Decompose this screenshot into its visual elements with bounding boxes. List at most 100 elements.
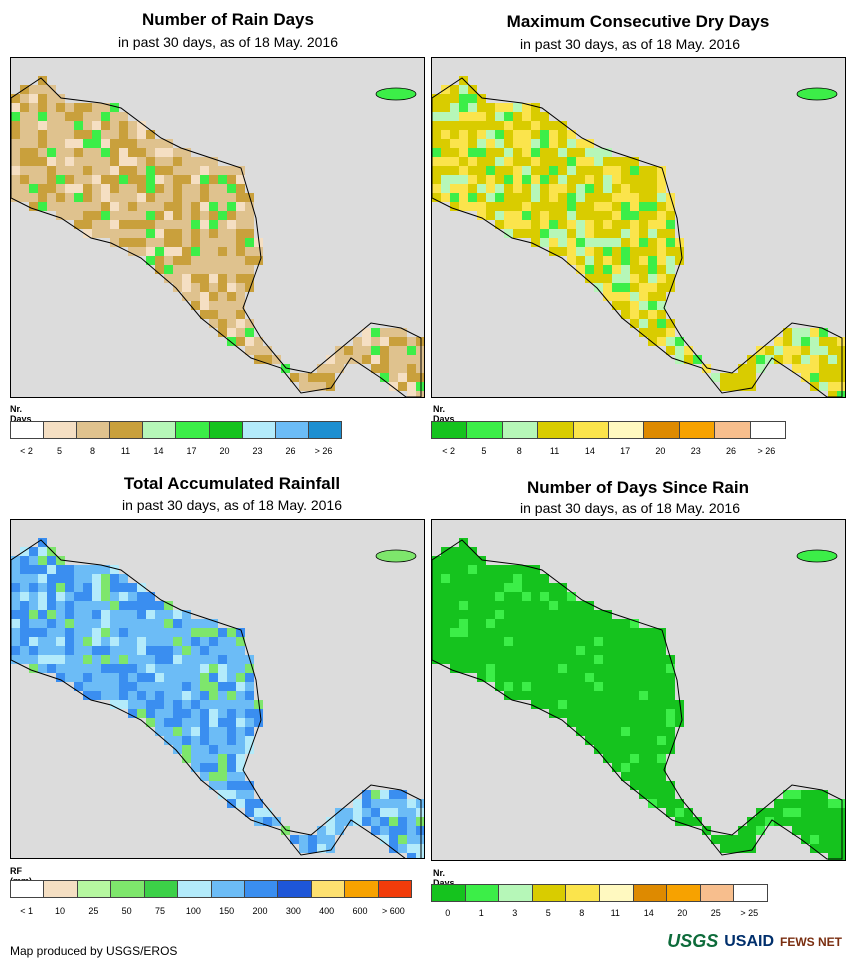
- legend-tick-label: 25: [710, 908, 721, 918]
- map-total-rainfall: [10, 519, 425, 859]
- island: [375, 87, 417, 101]
- legend-tick-label: 1: [478, 908, 484, 918]
- legend-swatch: [311, 881, 346, 897]
- island: [796, 87, 838, 101]
- legend-swatch: [566, 885, 600, 901]
- legend-swatch: [465, 885, 500, 901]
- legend-tick-label: 23: [252, 446, 263, 456]
- coastline: [11, 77, 422, 397]
- legend-swatch: [11, 422, 45, 438]
- legend-title: Nr. Days: [433, 868, 455, 888]
- legend-swatch: [679, 422, 716, 438]
- legend-swatch: [734, 885, 767, 901]
- legend-tick-label: < 2: [20, 446, 33, 456]
- legend-tick-label: 17: [186, 446, 197, 456]
- legend-swatch: [44, 881, 78, 897]
- island: [375, 549, 417, 563]
- map-grid-cells: [432, 538, 845, 860]
- legend-tick-label: > 26: [314, 446, 333, 456]
- legend-ticks: < 2 5 8 11 14 17 20 23 26 > 26: [10, 446, 340, 458]
- legend-swatch: [432, 885, 466, 901]
- map-dry-days: [431, 57, 846, 398]
- legend-tick-label: < 1: [20, 906, 34, 916]
- legend-tick-label: 8: [579, 908, 585, 918]
- legend-tick-label: 11: [120, 446, 131, 456]
- panel-title: Number of Days Since Rain: [526, 478, 749, 497]
- legend-tick-label: > 25: [740, 908, 759, 918]
- coastline: [11, 539, 422, 858]
- legend-tick-label: 0: [445, 908, 451, 918]
- usgs-logo: USGS: [667, 931, 719, 951]
- fews-net-logo: FEWS NET: [780, 934, 842, 949]
- legend-tick-label: 200: [252, 906, 268, 916]
- legend-tick-label: 300: [285, 906, 301, 916]
- legend-swatch: [502, 422, 539, 438]
- map-grid-cells: [11, 76, 424, 397]
- legend-swatch: [715, 422, 751, 438]
- panel-subtitle: in past 30 days, as of 18 May. 2016: [520, 36, 740, 52]
- legend-tick-label: 5: [56, 446, 63, 456]
- coastline: [432, 539, 843, 860]
- legend-swatch: [644, 422, 680, 438]
- legend-ticks: < 1 10 25 50 75 100 150 200 300 400 600 > 600: [10, 906, 410, 918]
- legend-tick-label: 20: [655, 446, 666, 456]
- panel-subtitle: in past 30 days, as of 18 May. 2016: [520, 500, 740, 516]
- legend-swatch: [77, 422, 111, 438]
- usaid-logo: USAID: [724, 932, 774, 950]
- legend-bar: [10, 880, 412, 898]
- legend-tick-label: 14: [153, 446, 164, 456]
- legend-swatch: [144, 881, 179, 897]
- legend-swatch: [378, 881, 412, 897]
- legend-ticks: < 2 5 8 11 14 17 20 23 26 > 26: [431, 446, 784, 458]
- legend-swatch: [111, 881, 145, 897]
- panel-subtitle: in past 30 days, as of 18 May. 2016: [122, 497, 342, 513]
- legend-tick-label: 11: [610, 908, 620, 918]
- legend-bar: [10, 421, 342, 439]
- legend-title: Nr. Days: [10, 404, 32, 424]
- legend-swatch: [750, 422, 786, 438]
- legend-swatch: [211, 881, 245, 897]
- legend-tick-label: 5: [545, 908, 551, 918]
- legend-tick-label: > 26: [757, 446, 776, 456]
- legend-swatch: [77, 881, 112, 897]
- legend-swatch: [178, 881, 212, 897]
- legend-tick-label: 20: [677, 908, 688, 918]
- legend-swatch: [345, 881, 379, 897]
- legend-tick-label: 8: [516, 446, 522, 456]
- legend-tick-label: 25: [88, 906, 99, 916]
- map-rain-days: [10, 57, 425, 398]
- legend-tick-label: 11: [549, 446, 560, 456]
- legend-swatch: [308, 422, 341, 438]
- legend-bar: [431, 421, 786, 439]
- legend-swatch: [110, 422, 144, 438]
- legend-tick-label: 50: [121, 906, 132, 916]
- footer-credit: Map produced by USGS/EROS: [10, 944, 178, 958]
- legend-swatch: [499, 885, 533, 901]
- legend-swatch: [538, 422, 574, 438]
- legend-swatch: [599, 885, 634, 901]
- legend-tick-label: 14: [584, 446, 595, 456]
- map-grid-cells: [11, 538, 424, 858]
- legend-swatch: [11, 881, 45, 897]
- legend-swatch: [667, 885, 701, 901]
- agency-logos: USGS USAID FEWS NET: [667, 931, 842, 952]
- panel-title: Maximum Consecutive Dry Days: [506, 12, 770, 31]
- legend-swatch: [432, 422, 468, 438]
- legend-tick-label: 14: [643, 908, 654, 918]
- legend-swatch: [176, 422, 210, 438]
- legend-tick-label: 20: [219, 446, 230, 456]
- legend-swatch: [467, 422, 503, 438]
- legend-swatch: [278, 881, 312, 897]
- map-days-since-rain: [431, 519, 846, 861]
- map-grid-cells: [432, 76, 845, 397]
- legend-bar: [431, 884, 768, 902]
- legend-swatch: [275, 422, 309, 438]
- legend-swatch: [244, 881, 279, 897]
- island: [796, 549, 838, 563]
- legend-tick-label: 3: [512, 908, 518, 918]
- legend-swatch: [700, 885, 735, 901]
- legend-tick-label: 10: [54, 906, 66, 916]
- legend-swatch: [143, 422, 177, 438]
- panel-title: Number of Rain Days: [142, 10, 314, 29]
- legend-swatch: [532, 885, 567, 901]
